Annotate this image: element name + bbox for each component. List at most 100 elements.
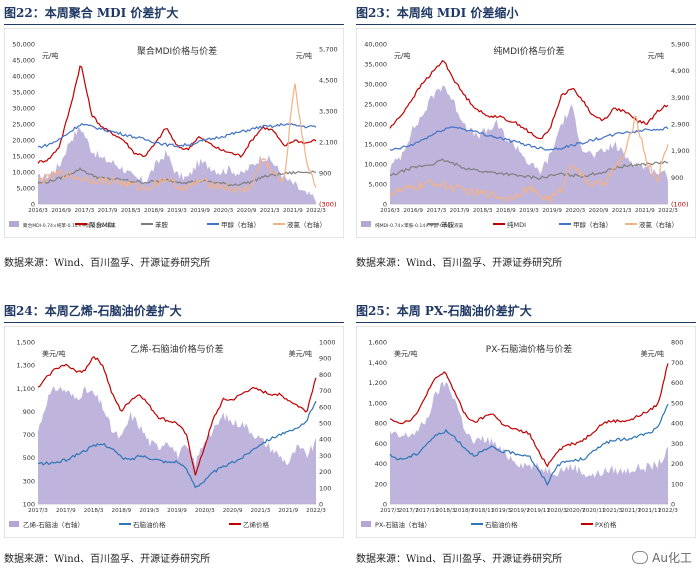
x-tick-label: 2022/3 xyxy=(658,208,678,214)
x-tick-label: 2021/3 xyxy=(251,508,271,514)
left-tick-label: 5,000 xyxy=(16,185,35,193)
x-tick-label: 2020/9 xyxy=(589,208,609,214)
figure-title: 图22：本周聚合 MDI 价差扩大 xyxy=(4,6,179,20)
x-tick-label: 2019/3 xyxy=(139,508,159,514)
left-unit-label: 元/吨 xyxy=(42,51,58,60)
x-tick-label: 2017/7 xyxy=(399,508,419,514)
series-area xyxy=(390,381,668,504)
x-tick-label: 2019/3 xyxy=(519,208,539,214)
title-rule xyxy=(356,322,696,323)
series-area xyxy=(38,127,316,204)
x-tick-label: 2016/3 xyxy=(28,208,48,214)
right-tick-label: 700 xyxy=(671,359,683,367)
legend-swatch xyxy=(361,521,371,527)
source-note: 数据来源：Wind、百川盈孚、开源证券研究所 xyxy=(356,258,563,269)
left-tick-label: 1,400 xyxy=(368,359,387,367)
left-unit-label: 美元/吨 xyxy=(394,349,417,358)
source-note: 数据来源：Wind、百川盈孚、开源证券研究所 xyxy=(4,554,211,565)
x-tick-label: 2020/3 xyxy=(565,208,585,214)
x-tick-label: 2022/3 xyxy=(306,508,326,514)
figure-title: 图24：本周乙烯-石脑油价差扩大 xyxy=(4,304,182,318)
x-tick-label: 2021/3 xyxy=(603,508,623,514)
panel-2: 图24：本周乙烯-石脑油价差扩大 乙烯-石脑油价格与价差 美元/吨 美元/吨 100 3… xyxy=(4,302,344,568)
legend-label: 苯胺 xyxy=(155,220,169,229)
left-tick-label: 50,000 xyxy=(12,41,35,49)
watermark: Au化工 xyxy=(632,549,692,566)
left-tick-label: 35,000 xyxy=(12,89,35,97)
x-tick-label: 2017/9 xyxy=(450,208,470,214)
x-tick-label: 2021/9 xyxy=(635,208,655,214)
x-tick-label: 2017/3 xyxy=(28,508,48,514)
legend-swatch xyxy=(9,521,19,527)
legend-label: 乙烯价格 xyxy=(243,520,270,529)
x-tick-label: 2020/11 xyxy=(582,508,606,514)
left-tick-label: 700 xyxy=(23,431,35,439)
source-note: 数据来源：Wind、百川盈孚、开源证券研究所 xyxy=(4,258,211,269)
left-tick-label: 15,000 xyxy=(364,141,387,149)
series-line xyxy=(37,83,317,194)
x-tick-label: 2017/3 xyxy=(380,508,400,514)
x-tick-label: 2020/3 xyxy=(547,508,567,514)
right-tick-label: 600 xyxy=(671,379,683,387)
title-rule xyxy=(4,322,344,323)
x-tick-label: 2021/3 xyxy=(612,208,632,214)
right-tick-label: (300) xyxy=(319,201,336,209)
right-tick-label: 200 xyxy=(319,468,331,476)
figure-title: 图23：本周纯 MDI 价差缩小 xyxy=(356,6,519,20)
left-tick-label: 30,000 xyxy=(364,81,387,89)
right-unit-label: 元/吨 xyxy=(648,51,664,60)
x-tick-label: 2021/11 xyxy=(638,508,662,514)
left-tick-label: 40,000 xyxy=(364,41,387,49)
x-tick-label: 2016/9 xyxy=(403,208,423,214)
right-tick-label: 400 xyxy=(319,436,331,444)
left-tick-label: 1,600 xyxy=(368,339,387,347)
chart-title: 乙烯-石脑油价格与价差 xyxy=(130,343,223,355)
left-tick-label: 1,500 xyxy=(16,339,35,347)
left-tick-label: 25,000 xyxy=(364,101,387,109)
x-tick-label: 2019/11 xyxy=(527,508,551,514)
x-tick-label: 2016/9 xyxy=(51,208,71,214)
right-tick-label: 1000 xyxy=(319,339,336,347)
x-tick-label: 2017/3 xyxy=(74,208,94,214)
legend-label: 苯胺 xyxy=(441,220,455,229)
legend-label: 甲醇（右轴） xyxy=(221,220,260,229)
x-tick-label: 2022/3 xyxy=(658,508,678,514)
right-tick-label: 4,900 xyxy=(671,67,690,75)
x-tick-label: 2020/9 xyxy=(223,508,243,514)
left-tick-label: 5,000 xyxy=(368,181,387,189)
x-tick-label: 2019/3 xyxy=(167,208,187,214)
right-tick-label: 0 xyxy=(319,501,323,509)
left-tick-label: 20,000 xyxy=(12,137,35,145)
x-tick-label: 2019/9 xyxy=(190,208,210,214)
right-tick-label: 1,900 xyxy=(671,147,690,155)
legend-label: PX价格 xyxy=(595,520,617,529)
left-tick-label: 800 xyxy=(375,420,387,428)
left-tick-label: 0 xyxy=(383,501,387,509)
legend-label: 纯MDI-0.74×苯胺-0.14×甲醇-0.56×液氯 xyxy=(375,222,464,229)
left-tick-label: 500 xyxy=(23,454,35,462)
left-tick-label: 40,000 xyxy=(12,73,35,81)
series-line xyxy=(37,355,317,476)
left-tick-label: 200 xyxy=(375,480,387,488)
right-tick-label: 2,100 xyxy=(319,139,338,147)
series-area xyxy=(390,85,668,204)
x-tick-label: 2021/9 xyxy=(278,508,298,514)
series-line xyxy=(37,122,317,149)
x-tick-label: 2017/11 xyxy=(415,508,439,514)
x-tick-label: 2018/3 xyxy=(84,508,104,514)
left-tick-label: 10,000 xyxy=(364,161,387,169)
wechat-icon xyxy=(632,551,649,564)
left-tick-label: 100 xyxy=(23,501,35,509)
right-tick-label: 400 xyxy=(671,420,683,428)
legend-label: 液氯（右轴） xyxy=(287,220,326,229)
series-line xyxy=(389,59,669,140)
series-line xyxy=(389,126,669,151)
right-tick-label: 5,900 xyxy=(671,41,690,49)
series-line xyxy=(389,115,669,204)
left-tick-label: 25,000 xyxy=(12,121,35,129)
panel-1: 图23：本周纯 MDI 价差缩小 纯MDI价格与价差 元/吨 元/吨 0 5,000 10… xyxy=(356,4,696,274)
right-tick-label: 800 xyxy=(671,339,683,347)
left-tick-label: 1,000 xyxy=(368,399,387,407)
legend-label: 纯MDI xyxy=(507,220,526,229)
right-tick-label: 200 xyxy=(671,460,683,468)
